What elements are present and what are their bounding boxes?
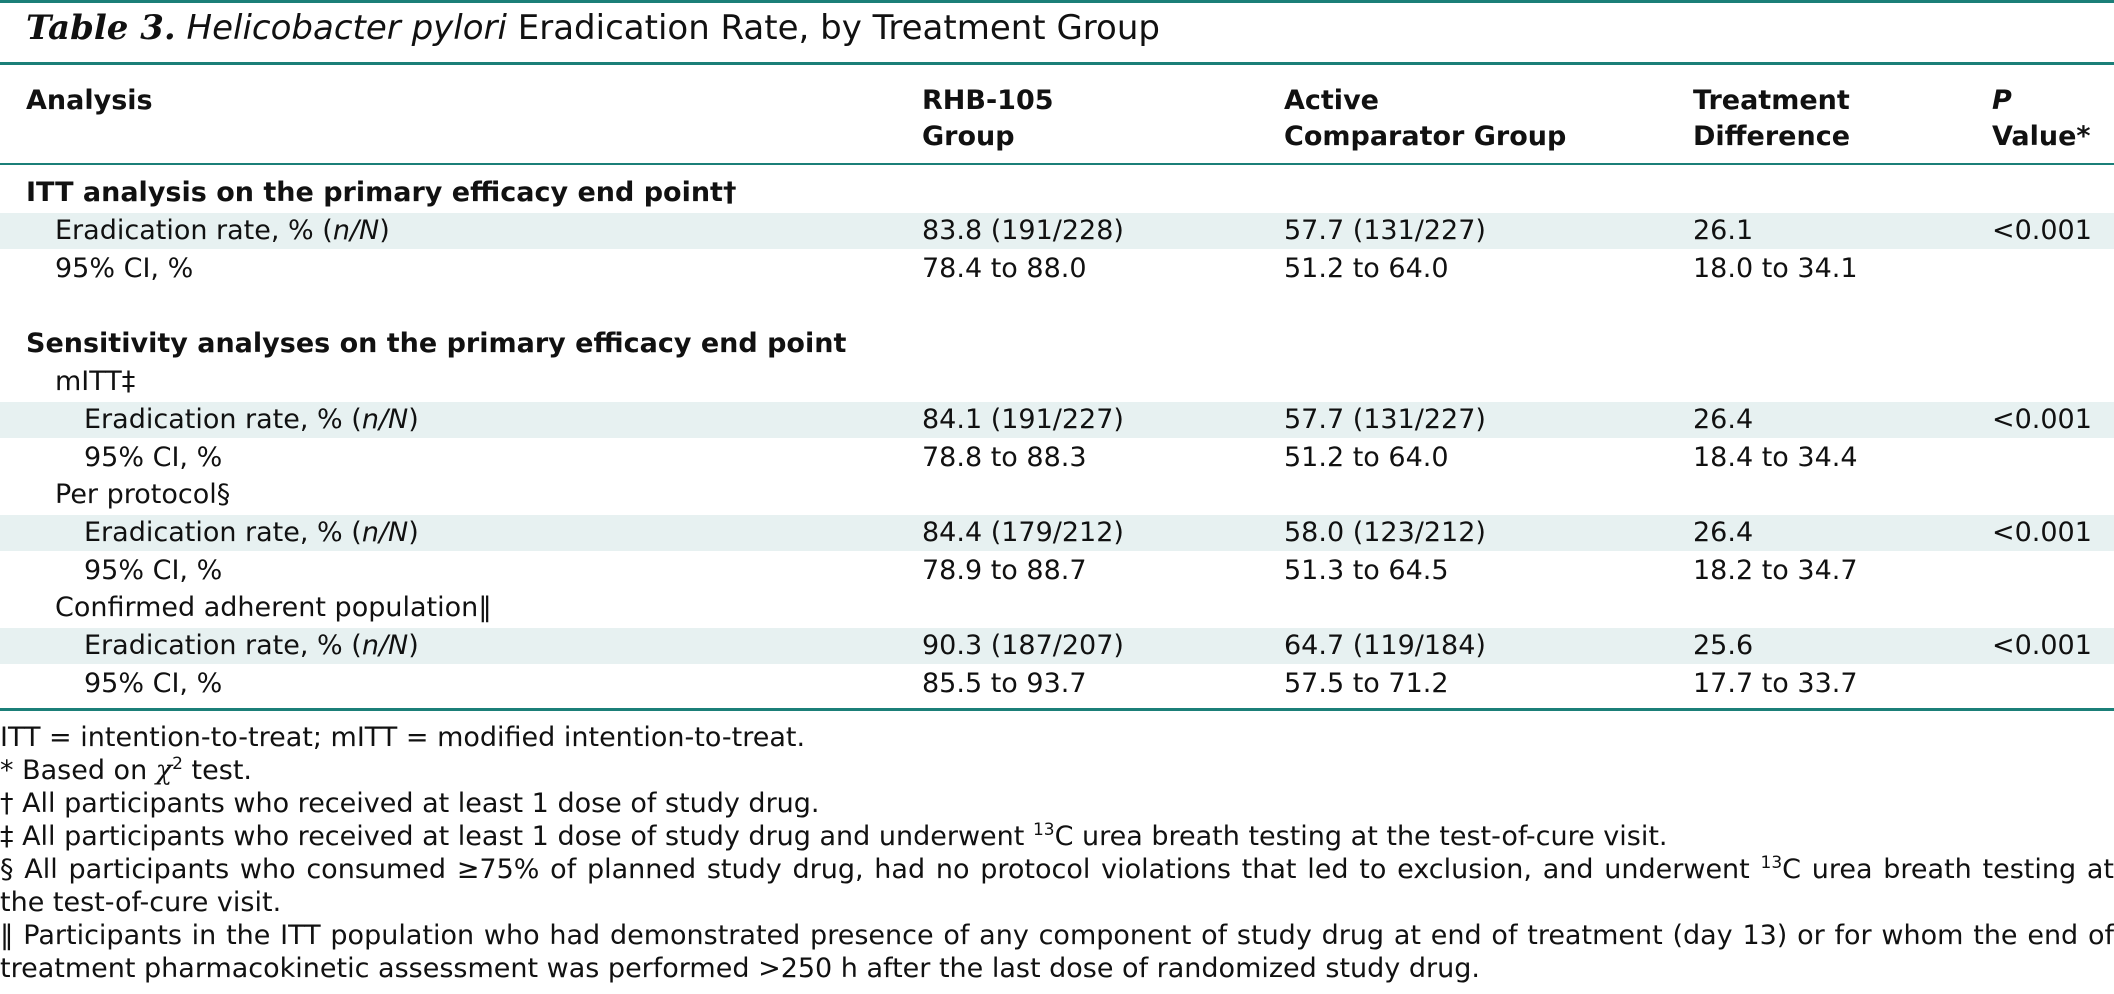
section-heading: Sensitivity analyses on the primary effi… [26,328,847,359]
cell-diff: 17.7 to 33.7 [1693,668,1858,699]
header-rhb105: RHB-105 Group [922,85,1054,152]
footnote-double-dagger: ‡ All participants who received at least… [0,820,1668,852]
row-shading [0,515,2114,551]
subgroup-label: Confirmed adherent population‖ [55,592,492,623]
cell-active: 64.7 (119/184) [1284,630,1486,661]
cell-p: <0.001 [1992,215,2092,246]
table-title: Table 3. Helicobacter pylori Eradication… [26,6,1160,50]
header-analysis: Analysis [26,85,153,116]
row-shading [0,402,2114,438]
cell-rhb: 78.8 to 88.3 [922,442,1087,473]
row-label: Eradication rate, % (n/N) [84,404,419,435]
header-active-comparator: Active Comparator Group [1284,85,1567,152]
cell-diff: 25.6 [1693,630,1754,661]
cell-diff: 18.0 to 34.1 [1693,253,1858,284]
header-rule [0,163,2114,165]
cell-rhb: 90.3 (187/207) [922,630,1124,661]
cell-p: <0.001 [1992,517,2092,548]
row-label: 95% CI, % [84,442,223,473]
subgroup-label: mITT‡ [55,366,136,397]
cell-diff: 18.4 to 34.4 [1693,442,1858,473]
row-label: Eradication rate, % (n/N) [84,517,419,548]
row-label: 95% CI, % [84,668,223,699]
title-organism: Helicobacter pylori [186,8,507,48]
row-label: 95% CI, % [84,555,223,586]
cell-rhb: 84.4 (179/212) [922,517,1124,548]
cell-p: <0.001 [1992,404,2092,435]
bottom-rule [0,708,2114,711]
cell-active: 58.0 (123/212) [1284,517,1486,548]
cell-p: <0.001 [1992,630,2092,661]
cell-active: 51.2 to 64.0 [1284,442,1449,473]
table-label: Table 3. [26,8,176,48]
section-heading: ITT analysis on the primary efficacy end… [26,177,737,208]
cell-diff: 26.4 [1693,517,1754,548]
header-treatment-difference: Treatment Difference [1693,85,1851,152]
cell-active: 57.7 (131/227) [1284,404,1486,435]
footnote-dagger: † All participants who received at least… [0,788,820,819]
top-rule [0,0,2114,3]
footnote-parallel: ‖ Participants in the ITT population who… [0,920,2114,984]
row-label: Eradication rate, % (n/N) [55,215,390,246]
cell-diff: 26.1 [1693,215,1754,246]
row-label: Eradication rate, % (n/N) [84,630,419,661]
row-shading [0,213,2114,249]
cell-active: 51.3 to 64.5 [1284,555,1449,586]
row-shading [0,628,2114,664]
cell-diff: 18.2 to 34.7 [1693,555,1858,586]
cell-rhb: 84.1 (191/227) [922,404,1124,435]
row-label: 95% CI, % [55,253,194,284]
cell-diff: 26.4 [1693,404,1754,435]
cell-active: 57.5 to 71.2 [1284,668,1449,699]
footnote-abbreviations: ITT = intention-to-treat; mITT = modifie… [0,722,806,753]
cell-rhb: 78.9 to 88.7 [922,555,1087,586]
subgroup-label: Per protocol§ [55,479,231,510]
cell-rhb: 78.4 to 88.0 [922,253,1087,284]
header-p-value: P Value* [1992,85,2091,152]
cell-rhb: 83.8 (191/228) [922,215,1124,246]
title-rule [0,62,2114,65]
title-text: Eradication Rate, by Treatment Group [506,8,1160,48]
cell-rhb: 85.5 to 93.7 [922,668,1087,699]
footnotes: ITT = intention-to-treat; mITT = modifie… [0,721,2114,985]
footnote-section: § All participants who consumed ≥75% of … [0,853,2114,918]
cell-active: 57.7 (131/227) [1284,215,1486,246]
footnote-star: * Based on χ2 test. [0,754,252,786]
cell-active: 51.2 to 64.0 [1284,253,1449,284]
